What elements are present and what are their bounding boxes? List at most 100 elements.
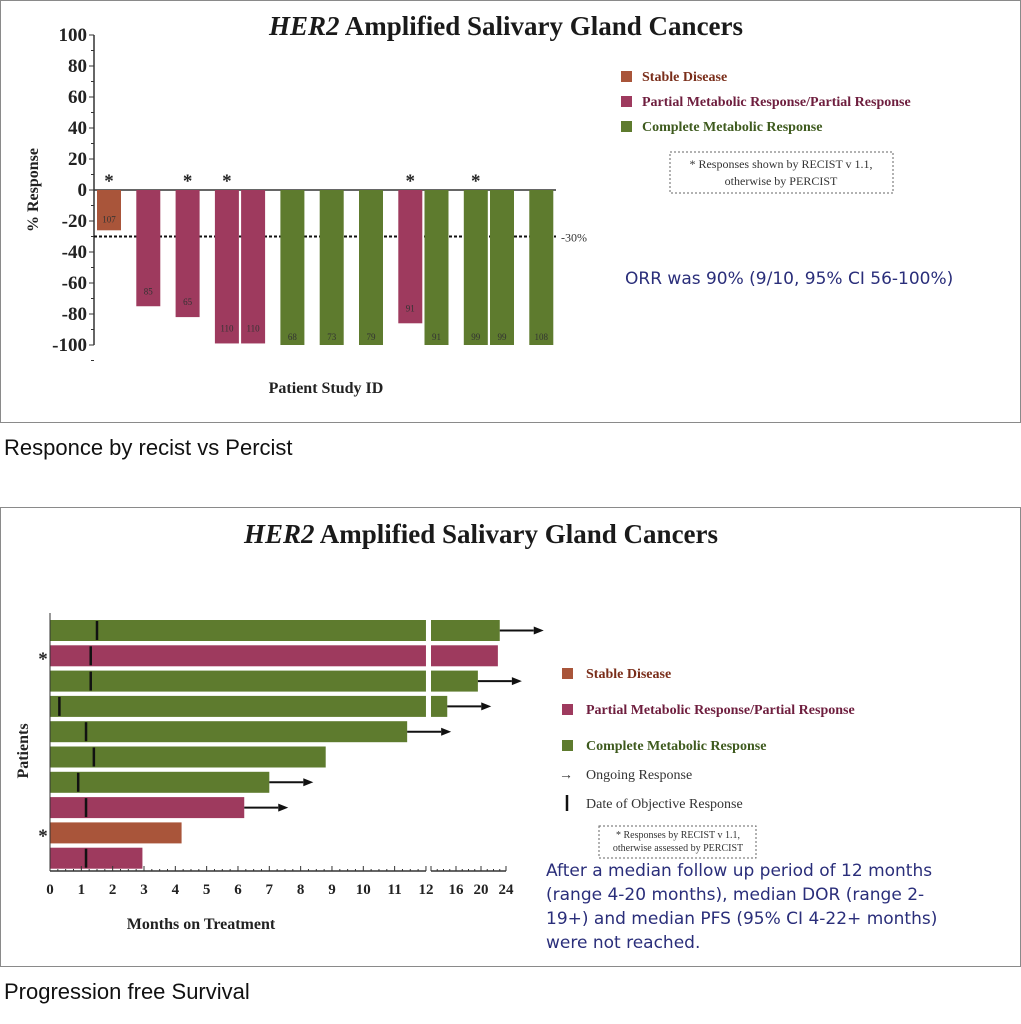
title-gene: HER2	[268, 11, 340, 41]
legend-swatch-SD	[621, 71, 632, 82]
bar-65	[175, 190, 200, 318]
y-tick-label: -80	[62, 304, 87, 325]
y-tick-label: -20	[62, 211, 87, 232]
y-tick-label: 100	[59, 25, 88, 46]
follow-up-annotation: After a median follow up period of 12 mo…	[546, 861, 932, 881]
caption-bottom: Progression free Survival	[4, 979, 250, 1004]
legend-swatch-SD	[562, 668, 573, 679]
y-axis-label: Patients	[15, 723, 32, 778]
x-tick-label: 9	[328, 882, 336, 898]
y-tick-label: 80	[68, 56, 87, 77]
title-rest: Amplified Salivary Gland Cancers	[340, 11, 744, 41]
legend-label-mark: Date of Objective Response	[586, 797, 743, 812]
recist-asterisk: *	[471, 171, 481, 192]
bar-label: 91	[406, 303, 415, 313]
recist-note-box	[598, 825, 757, 859]
legend-label-CR: Complete Metabolic Response	[586, 739, 766, 754]
ongoing-arrow-icon	[278, 803, 289, 812]
legend-swatch-CR	[562, 740, 573, 751]
recist-note: * Responses by RECIST v 1.1,	[616, 830, 740, 841]
bar-110	[241, 190, 266, 344]
bar-label: 68	[288, 332, 298, 342]
patient-bar	[50, 797, 245, 819]
patient-bar	[50, 746, 326, 768]
y-tick-label: -100	[52, 335, 87, 356]
caption-top: Responce by recist vs Percist	[4, 435, 293, 460]
x-tick-label: 1	[78, 882, 86, 898]
bar-85	[136, 190, 161, 307]
x-tick-label: 5	[203, 882, 211, 898]
x-tick-label: 12	[419, 882, 434, 898]
ongoing-arrow-icon	[481, 702, 492, 711]
bar-label: 110	[220, 323, 234, 333]
recist-asterisk: *	[104, 171, 114, 192]
swimmer-chart: HER2 Amplified Salivary Gland Cancers * * 0…	[15, 519, 937, 953]
waterfall-chart: HER2 Amplified Salivary Gland Cancers 100…	[25, 11, 953, 397]
patient-bar-extended	[431, 645, 498, 667]
bar-label: 99	[498, 332, 508, 342]
recist-note: otherwise assessed by PERCIST	[613, 843, 743, 854]
ongoing-arrow-icon	[533, 626, 544, 635]
bar-99	[490, 190, 514, 345]
follow-up-annotation: 19+) and median PFS (95% CI 4-22+ months…	[546, 909, 937, 929]
bar-79	[359, 190, 383, 345]
bar-73	[319, 190, 344, 345]
bar-label: 108	[535, 332, 549, 342]
patient-bar-extended	[431, 695, 448, 717]
bar-91	[424, 190, 449, 345]
title-rest: Amplified Salivary Gland Cancers	[315, 519, 719, 549]
patient-bar	[50, 620, 426, 641]
x-tick-label: 10	[356, 882, 371, 898]
follow-up-annotation: (range 4-20 months), median DOR (range 2…	[546, 885, 924, 905]
bar-91	[398, 190, 423, 324]
legend-label-arrow: Ongoing Response	[586, 768, 692, 783]
recist-asterisk: *	[183, 171, 193, 192]
bar-label: 73	[327, 332, 337, 342]
bar-label: 65	[183, 297, 193, 307]
recist-note: * Responses shown by RECIST v 1.1,	[689, 157, 872, 171]
x-tick-label: 24	[499, 882, 515, 898]
patient-bar	[50, 670, 426, 692]
y-tick-label: 20	[68, 149, 87, 170]
bar-99	[463, 190, 488, 345]
x-tick-label: 20	[474, 882, 489, 898]
legend-swatch-PR	[562, 704, 573, 715]
patient-bar	[50, 695, 426, 717]
x-tick-label: 11	[388, 882, 402, 898]
chart-title: HER2 Amplified Salivary Gland Cancers	[243, 519, 718, 549]
bar-label: 110	[247, 323, 261, 333]
bar-label: 85	[144, 286, 154, 296]
x-tick-label: 7	[266, 882, 274, 898]
title-gene: HER2	[243, 519, 315, 549]
follow-up-annotation: were not reached.	[546, 933, 700, 953]
swimmer-panel: HER2 Amplified Salivary Gland Cancers * * 0…	[0, 507, 1021, 967]
legend-swatch-PR	[621, 96, 632, 107]
bar-label: 91	[432, 332, 441, 342]
ongoing-arrow-icon	[303, 778, 314, 787]
patient-bar	[50, 645, 426, 667]
recist-asterisk: *	[38, 649, 48, 670]
orr-annotation: ORR was 90% (9/10, 95% CI 56-100%)	[625, 269, 953, 289]
patient-bar-extended	[431, 620, 500, 641]
x-tick-label: 2	[109, 882, 117, 898]
bar-68	[280, 190, 305, 345]
legend-label-SD: Stable Disease	[586, 667, 671, 682]
bar-label: 99	[471, 332, 481, 342]
waterfall-panel: HER2 Amplified Salivary Gland Cancers 100…	[0, 0, 1021, 423]
y-axis-label: % Response	[25, 148, 42, 232]
patient-bar	[50, 721, 408, 743]
x-tick-label: 8	[297, 882, 305, 898]
recist-asterisk: *	[406, 171, 416, 192]
legend-label-CR: Complete Metabolic Response	[642, 120, 822, 135]
x-axis-label: Months on Treatment	[127, 916, 276, 933]
patient-bar-extended	[431, 670, 478, 692]
patient-bar	[50, 847, 143, 869]
x-tick-label: 16	[449, 882, 465, 898]
recist-asterisk: *	[38, 826, 48, 847]
bar-107	[97, 190, 121, 231]
x-tick-label: 6	[234, 882, 242, 898]
y-tick-label: 40	[68, 118, 87, 139]
x-tick-label: 4	[172, 882, 180, 898]
y-tick-label: -60	[62, 273, 87, 294]
legend-label-PR: Partial Metabolic Response/Partial Respo…	[642, 95, 911, 110]
